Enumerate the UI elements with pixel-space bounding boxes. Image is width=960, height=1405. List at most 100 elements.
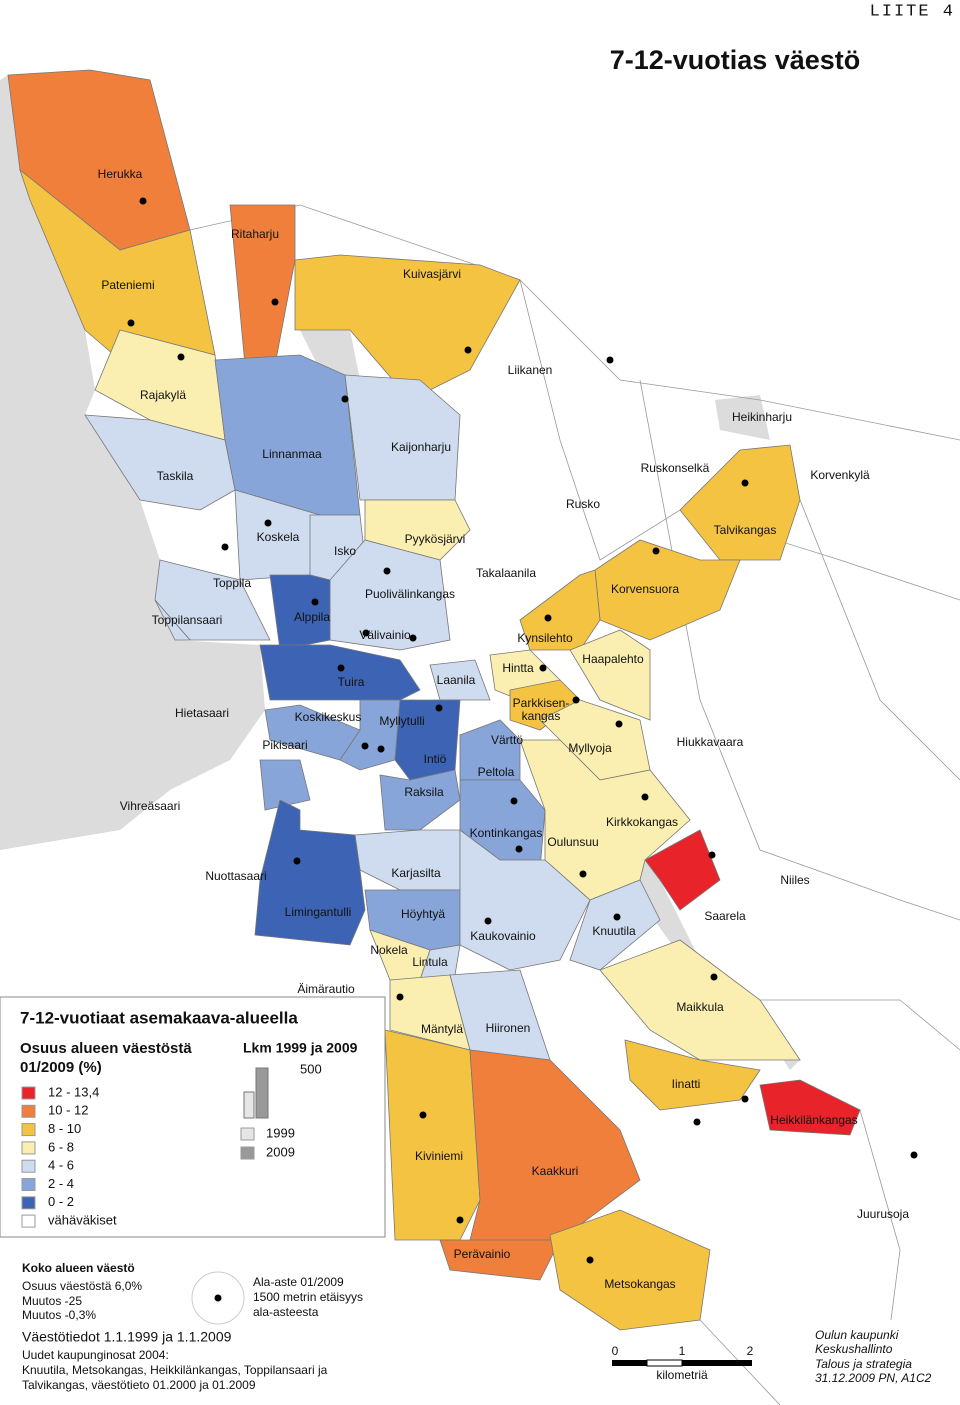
district-label: Mäntylä	[421, 1022, 463, 1036]
district-label: Raksila	[404, 785, 444, 799]
district-area	[439, 1239, 561, 1281]
district-label: Alppila	[294, 610, 330, 624]
credit-box	[785, 1320, 960, 1405]
district-area	[549, 1209, 711, 1331]
credit-line: 31.12.2009 PN, A1C2	[815, 1371, 932, 1385]
district-area	[259, 644, 421, 701]
district-area	[569, 629, 651, 721]
district-label: Puolivälinkangas	[365, 587, 455, 601]
district-area	[459, 829, 591, 971]
school	[710, 973, 718, 981]
district-label: Limingantulli	[285, 905, 352, 919]
district-label: Tuira	[338, 675, 365, 689]
district-labels: Herukka Ritaharju Pateniemi Kuivasjärvi Liik…	[98, 167, 910, 1291]
district-label: Äimärautio	[297, 982, 355, 996]
school	[127, 319, 135, 327]
legend-year-label: 1999	[266, 1125, 295, 1140]
legend-box	[0, 996, 386, 1238]
district-area	[154, 599, 191, 641]
legend-swatch	[21, 1196, 36, 1210]
district-label: Ruskonselkä	[641, 461, 710, 475]
school	[337, 664, 345, 672]
district-label: Karjasilta	[391, 866, 441, 880]
district-label: Kontinkangas	[470, 826, 543, 840]
district-label: Korvensuora	[611, 582, 679, 596]
school	[293, 857, 301, 865]
legend-count-scale: 500	[300, 1061, 322, 1076]
district-label: Iinatti	[672, 1077, 701, 1091]
total-line: Osuus väestöstä 6,0%	[22, 1279, 142, 1293]
district-label: Haapalehto	[582, 652, 644, 666]
district-label: Höyhtyä	[401, 907, 445, 921]
school	[361, 742, 369, 750]
legend-bar-sample	[255, 1067, 269, 1119]
district-label: Koskela	[257, 530, 300, 544]
district-label: Heikkilänkangas	[770, 1113, 857, 1127]
school	[435, 704, 443, 712]
district-label: Isko	[334, 544, 356, 558]
legend-class-label: 4 - 6	[48, 1158, 74, 1173]
school	[708, 851, 716, 859]
district-label: Hintta	[502, 661, 534, 675]
district-label: Hiironen	[486, 1021, 531, 1035]
legend-class-label: 10 - 12	[48, 1103, 88, 1118]
district-label: Metsokangas	[604, 1277, 675, 1291]
school	[139, 197, 147, 205]
school	[544, 614, 552, 622]
district-label: Lintula	[412, 955, 448, 969]
districts	[7, 69, 861, 1331]
district-label: Toppilansaari	[152, 613, 223, 627]
school	[572, 696, 580, 704]
district-label: Vihreäsaari	[120, 799, 180, 813]
district-label: Perävainio	[454, 1247, 511, 1261]
scale-unit: kilometriä	[656, 1368, 708, 1382]
legend-swatch	[21, 1086, 36, 1100]
lake	[300, 330, 360, 380]
legend-swatch	[21, 1123, 36, 1137]
school	[177, 353, 185, 361]
appendix-box	[868, 0, 960, 22]
district-label: Oulunsuu	[547, 835, 598, 849]
lake	[715, 395, 770, 440]
school	[271, 298, 279, 306]
district-label: Rusko	[566, 497, 600, 511]
school-symbol	[214, 1294, 222, 1302]
school	[341, 395, 349, 403]
district-label: Peltola	[478, 765, 515, 779]
note: Talvikangas, väestötieto 01.2000 ja 01.2…	[22, 1378, 256, 1392]
legend-count-title: Lkm 1999 ja 2009	[243, 1040, 358, 1056]
district-label: Linnanmaa	[262, 447, 322, 461]
school	[613, 913, 621, 921]
district-label: Kaijonharju	[391, 440, 451, 454]
district-area	[644, 829, 721, 911]
appendix: LIITE 4	[870, 2, 955, 21]
district-label: Pyykösjärvi	[405, 532, 466, 546]
sea	[0, 75, 265, 850]
school	[586, 1256, 594, 1264]
district-area	[269, 574, 331, 651]
district-label: Kiviniemi	[415, 1149, 463, 1163]
scale-tick: 1	[679, 1344, 686, 1358]
source: Väestötiedot 1.1.1999 ja 1.1.2009	[22, 1329, 232, 1345]
district-label: Kaakkuri	[532, 1164, 579, 1178]
school	[579, 870, 587, 878]
note: Uudet kaupunginosat 2004:	[22, 1348, 169, 1362]
district-label: Värttö	[491, 733, 523, 747]
school	[693, 1118, 701, 1126]
district-label: Myllytulli	[379, 714, 424, 728]
legend-swatch	[21, 1159, 36, 1173]
legend-swatch	[21, 1104, 36, 1118]
legend-swatch	[21, 1214, 36, 1228]
district-label: Knuutila	[592, 924, 636, 938]
school-line: Ala-aste 01/2009	[253, 1275, 344, 1289]
district-area	[344, 374, 461, 501]
district-label: Myllyoja	[568, 741, 612, 755]
credit-line: Talous ja strategia	[815, 1357, 912, 1371]
school	[396, 993, 404, 1001]
school	[419, 1111, 427, 1119]
legend: 7-12-vuotiaat asemakaava-alueella Osuus …	[0, 996, 386, 1238]
district-area	[154, 559, 271, 641]
boundary	[519, 279, 960, 601]
school	[362, 629, 370, 637]
